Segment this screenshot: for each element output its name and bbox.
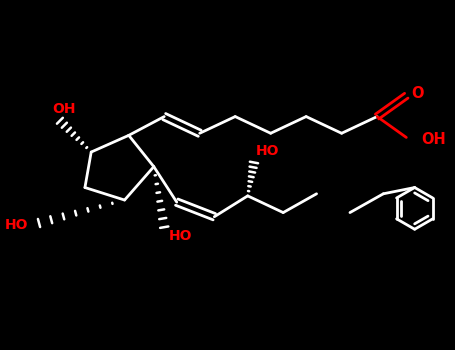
Text: HO: HO (256, 144, 279, 158)
Text: HO: HO (5, 218, 29, 232)
Text: HO: HO (168, 229, 192, 243)
Text: OH: OH (421, 132, 445, 147)
Text: OH: OH (52, 102, 76, 116)
Text: O: O (412, 86, 424, 101)
